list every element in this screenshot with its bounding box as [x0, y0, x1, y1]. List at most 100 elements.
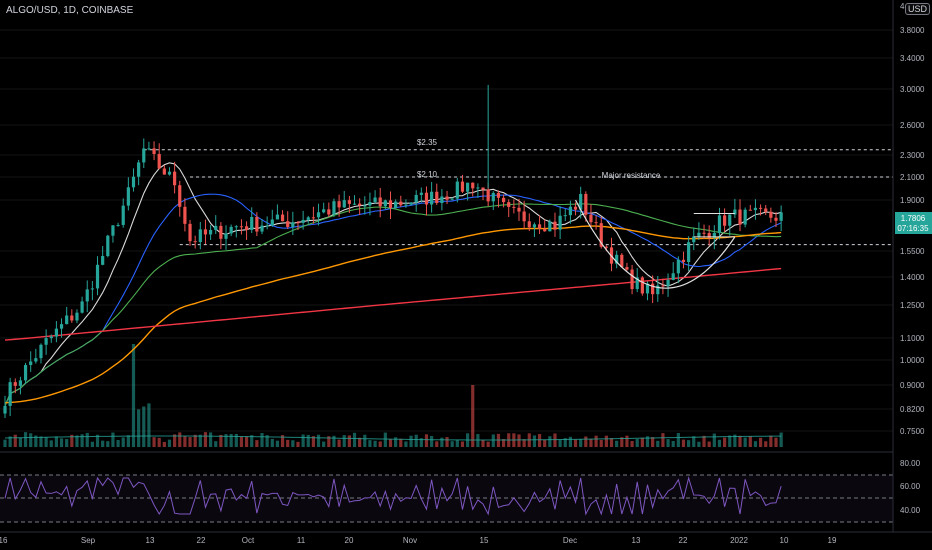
- candle: [743, 209, 747, 225]
- candle: [532, 224, 537, 228]
- candle: [347, 200, 351, 204]
- volume-bar: [244, 436, 249, 447]
- candle: [29, 361, 33, 365]
- candle: [779, 212, 783, 221]
- candle: [244, 226, 249, 230]
- candle: [517, 207, 521, 212]
- volume-bar: [728, 435, 732, 447]
- candle: [178, 185, 182, 207]
- volume-bar: [183, 436, 187, 447]
- candle: [445, 196, 449, 200]
- volume-bar: [764, 441, 768, 447]
- time-tick-label: Oct: [242, 536, 255, 545]
- volume-bar: [327, 436, 331, 447]
- candle: [661, 285, 665, 287]
- candle: [584, 193, 588, 215]
- volume-bar: [460, 441, 465, 447]
- candle: [306, 217, 310, 220]
- candle: [383, 200, 387, 207]
- candle: [229, 226, 233, 234]
- volume-bar: [543, 439, 547, 447]
- rsi-pane: [0, 451, 893, 523]
- candle: [394, 201, 398, 208]
- volume-bar: [517, 434, 521, 447]
- candle: [80, 301, 84, 313]
- candle: [753, 207, 758, 211]
- candle: [455, 181, 459, 199]
- grid: [0, 29, 893, 432]
- candle: [599, 223, 603, 247]
- volume-bar: [635, 438, 639, 447]
- candle: [769, 211, 773, 218]
- moving-average-100: [4, 225, 782, 404]
- volume-bar: [620, 437, 624, 447]
- volume-bar: [193, 434, 197, 447]
- candle: [645, 283, 650, 294]
- candle: [255, 216, 259, 232]
- volume-bar: [753, 441, 758, 447]
- volume-bar: [666, 439, 670, 447]
- candle: [758, 207, 763, 209]
- candle: [676, 259, 680, 274]
- moving-averages: [4, 162, 782, 407]
- volume-bar: [3, 439, 7, 447]
- volume-bar: [178, 432, 182, 447]
- candle: [692, 236, 696, 243]
- candle: [116, 224, 120, 226]
- candle: [774, 217, 778, 221]
- candle: [728, 214, 732, 226]
- volume-bar: [337, 439, 341, 447]
- candle: [476, 187, 480, 189]
- volume-bar: [558, 439, 562, 447]
- candle: [522, 211, 526, 222]
- volume-bar: [455, 439, 459, 447]
- candle: [450, 198, 454, 200]
- candle: [363, 205, 367, 207]
- candle: [419, 192, 423, 195]
- time-tick-label: 22: [679, 536, 688, 545]
- candle: [183, 206, 187, 224]
- moving-average-200: [4, 267, 782, 341]
- volume-bar: [383, 432, 387, 447]
- volume-bar: [54, 436, 58, 447]
- time-tick-label: 13: [146, 536, 155, 545]
- volume-bar: [522, 439, 526, 447]
- volume-bar: [723, 437, 727, 447]
- candle: [373, 197, 377, 203]
- volume-bar: [90, 441, 94, 447]
- candle: [291, 222, 295, 227]
- candle: [702, 232, 706, 234]
- volume-bar: [486, 441, 490, 447]
- candle: [173, 171, 177, 186]
- volume-bar: [692, 436, 696, 447]
- volume-bar: [250, 435, 254, 447]
- moving-average-50: [4, 203, 782, 407]
- volume-bar: [137, 409, 141, 447]
- volume-bar: [471, 385, 475, 447]
- volume-bar: [224, 434, 228, 447]
- candle: [126, 187, 130, 206]
- candle: [615, 254, 619, 264]
- candle: [49, 336, 53, 339]
- candle: [651, 283, 655, 295]
- candle: [8, 382, 12, 406]
- candle: [733, 209, 737, 215]
- volume-bar: [651, 437, 655, 447]
- rsi-axis: 80.00 60.00 40.00: [900, 459, 921, 515]
- volume-bar: [347, 435, 351, 447]
- candle: [106, 235, 110, 257]
- currency-badge[interactable]: USD: [905, 3, 931, 15]
- volume-bar: [306, 434, 310, 447]
- volume-bar: [188, 437, 192, 447]
- candle: [543, 228, 547, 232]
- volume-bar: [615, 440, 619, 447]
- candle: [635, 277, 639, 290]
- volume-bar: [296, 441, 300, 447]
- volume-bar: [409, 435, 413, 447]
- volume-bar: [23, 432, 28, 447]
- volume-bar: [645, 436, 650, 447]
- volume-bar: [450, 441, 454, 447]
- volume-bar: [435, 441, 439, 447]
- price-tick-label: 0.8200: [900, 405, 925, 414]
